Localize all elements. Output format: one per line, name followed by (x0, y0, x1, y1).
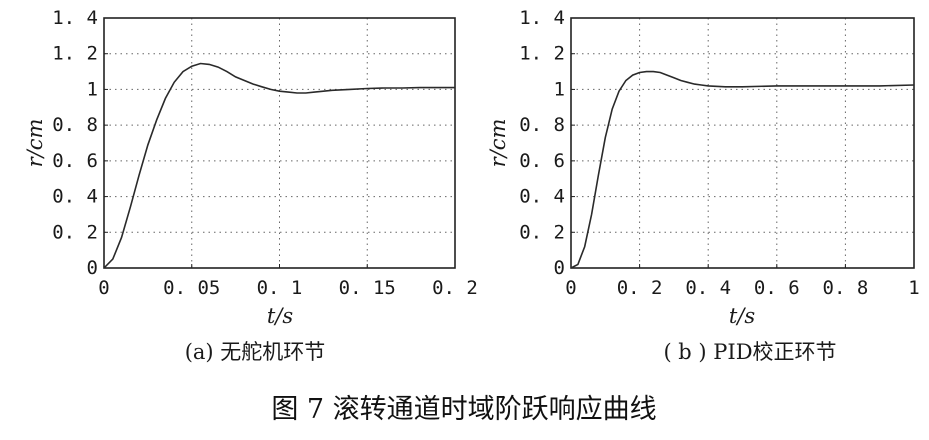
x-tick-label: 0 (98, 277, 109, 299)
x-tick-label: 0. 15 (339, 277, 396, 299)
y-tick-label: 0. 4 (52, 186, 98, 208)
plot-frame (570, 17, 915, 269)
y-tick-label: 1 (87, 78, 98, 100)
y-tick-label: 0. 2 (52, 221, 98, 243)
y-tick-label: 0. 4 (519, 186, 565, 208)
y-tick-label: 1. 4 (519, 7, 565, 29)
x-tick-label: 0. 4 (685, 277, 731, 299)
chart-caption: (a) 无舵机环节 (185, 340, 326, 364)
x-tick-label: 0. 2 (617, 277, 663, 299)
x-tick-label: 0. 05 (163, 277, 220, 299)
y-tick-label: 0. 8 (52, 114, 98, 136)
y-tick-label: 1 (554, 78, 565, 100)
chart-a: 0 0. 2 0. 4 0. 6 0. 8 1 1. 2 1. 4 0 0. 05 0. 1 0. 1… (23, 7, 478, 364)
y-tick-label: 0. 6 (52, 150, 98, 172)
y-tick-label: 0. 8 (519, 114, 565, 136)
y-tick-label: 0. 6 (519, 150, 565, 172)
y-tick-label: 1. 4 (52, 7, 98, 29)
y-axis-label: r/cm (486, 119, 510, 168)
y-tick-label: 0 (554, 257, 565, 279)
y-tick-label: 0 (87, 257, 98, 279)
x-tick-label: 0 (565, 277, 576, 299)
x-tick-label: 0. 2 (432, 277, 478, 299)
y-axis-label: r/cm (23, 119, 47, 168)
x-tick-label: 0. 1 (257, 277, 303, 299)
chart-caption: ( b ) PID校正环节 (663, 340, 836, 364)
series-line (570, 70, 915, 269)
plot-frame (103, 17, 456, 269)
y-tick-label: 1. 2 (519, 43, 565, 65)
x-tick-label: 1 (908, 277, 919, 299)
y-tick-label: 1. 2 (52, 43, 98, 65)
x-tick-label: 0. 6 (754, 277, 800, 299)
series-line (103, 62, 455, 269)
chart-b: 0 0. 2 0. 4 0. 6 0. 8 1 1. 2 1. 4 0 0. 2 0. 4 0. 6 0… (486, 7, 920, 364)
x-tick-label: 0. 8 (823, 277, 869, 299)
figure-title: 图 7 滚转通道时域阶跃响应曲线 (271, 394, 656, 425)
x-axis-label: t/s (729, 304, 756, 328)
x-axis-label: t/s (267, 304, 294, 328)
y-tick-label: 0. 2 (519, 221, 565, 243)
